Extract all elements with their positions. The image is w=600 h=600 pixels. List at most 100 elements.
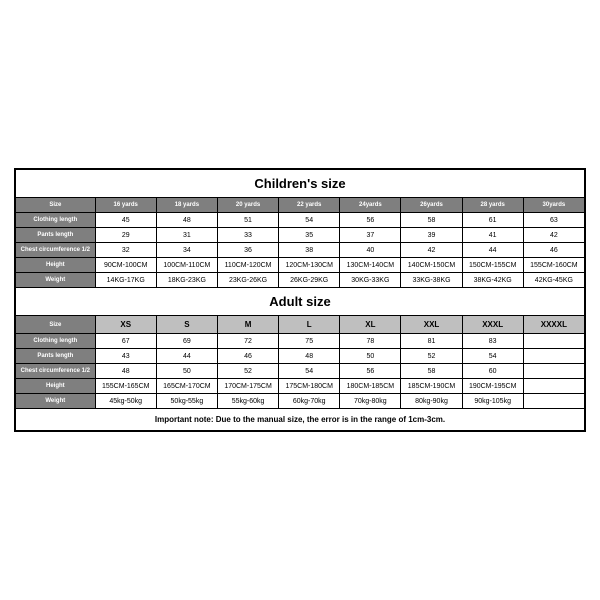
children-header-4: 22 yards — [279, 198, 340, 213]
cell: 30KG-33KG — [340, 273, 401, 288]
row-label: Clothing length — [16, 213, 96, 228]
cell: 140CM-150CM — [401, 258, 462, 273]
row-label: Clothing length — [16, 334, 96, 349]
cell: 78 — [340, 334, 401, 349]
cell: 43 — [95, 349, 156, 364]
cell: 50kg-55kg — [156, 394, 217, 409]
cell: 60kg-70kg — [279, 394, 340, 409]
cell: 41 — [462, 228, 523, 243]
cell: 54 — [279, 213, 340, 228]
cell: 48 — [279, 349, 340, 364]
cell: 72 — [217, 334, 278, 349]
cell: 63 — [523, 213, 584, 228]
cell — [523, 394, 584, 409]
children-header-3: 20 yards — [217, 198, 278, 213]
cell: 38 — [279, 243, 340, 258]
adult-header-6: XXL — [401, 316, 462, 334]
children-header-5: 24yards — [340, 198, 401, 213]
cell: 75 — [279, 334, 340, 349]
children-header-row: Size 16 yards 18 yards 20 yards 22 yards… — [16, 198, 585, 213]
cell: 81 — [401, 334, 462, 349]
cell: 69 — [156, 334, 217, 349]
row-label: Pants length — [16, 349, 96, 364]
note-text: Important note: Due to the manual size, … — [16, 409, 585, 431]
adult-header-1: XS — [95, 316, 156, 334]
cell: 58 — [401, 364, 462, 379]
cell: 180CM-185CM — [340, 379, 401, 394]
cell: 165CM-170CM — [156, 379, 217, 394]
children-header-6: 26yards — [401, 198, 462, 213]
cell: 50 — [340, 349, 401, 364]
cell: 46 — [217, 349, 278, 364]
cell: 44 — [156, 349, 217, 364]
cell: 35 — [279, 228, 340, 243]
cell: 100CM-110CM — [156, 258, 217, 273]
cell: 50 — [156, 364, 217, 379]
table-row: Pants length 29 31 33 35 37 39 41 42 — [16, 228, 585, 243]
table-row: Height 155CM-165CM 165CM-170CM 170CM-175… — [16, 379, 585, 394]
cell: 170CM-175CM — [217, 379, 278, 394]
cell: 39 — [401, 228, 462, 243]
cell: 48 — [95, 364, 156, 379]
table-row: Weight 45kg-50kg 50kg-55kg 55kg-60kg 60k… — [16, 394, 585, 409]
adult-header-2: S — [156, 316, 217, 334]
row-label: Chest circumference 1/2 — [16, 364, 96, 379]
adult-header-8: XXXXL — [523, 316, 584, 334]
cell: 38KG-42KG — [462, 273, 523, 288]
children-title-row: Children's size — [16, 170, 585, 198]
cell: 33KG-38KG — [401, 273, 462, 288]
cell: 175CM-180CM — [279, 379, 340, 394]
cell: 120CM-130CM — [279, 258, 340, 273]
cell: 32 — [95, 243, 156, 258]
children-header-0: Size — [16, 198, 96, 213]
adult-header-4: L — [279, 316, 340, 334]
children-header-1: 16 yards — [95, 198, 156, 213]
cell: 44 — [462, 243, 523, 258]
row-label: Height — [16, 258, 96, 273]
adult-header-0: Size — [16, 316, 96, 334]
cell: 67 — [95, 334, 156, 349]
cell: 52 — [401, 349, 462, 364]
cell: 54 — [462, 349, 523, 364]
size-chart: Children's size Size 16 yards 18 yards 2… — [14, 168, 586, 432]
cell: 31 — [156, 228, 217, 243]
cell: 51 — [217, 213, 278, 228]
table-row: Pants length 43 44 46 48 50 52 54 — [16, 349, 585, 364]
cell: 23KG-26KG — [217, 273, 278, 288]
row-label: Weight — [16, 273, 96, 288]
cell: 48 — [156, 213, 217, 228]
adult-title: Adult size — [16, 288, 585, 316]
table-row: Clothing length 45 48 51 54 56 58 61 63 — [16, 213, 585, 228]
row-label: Weight — [16, 394, 96, 409]
cell: 56 — [340, 364, 401, 379]
cell: 55kg-60kg — [217, 394, 278, 409]
cell: 36 — [217, 243, 278, 258]
cell: 80kg-90kg — [401, 394, 462, 409]
cell: 83 — [462, 334, 523, 349]
cell: 34 — [156, 243, 217, 258]
cell: 56 — [340, 213, 401, 228]
cell: 110CM-120CM — [217, 258, 278, 273]
cell: 58 — [401, 213, 462, 228]
table-row: Weight 14KG-17KG 18KG-23KG 23KG-26KG 26K… — [16, 273, 585, 288]
cell: 45 — [95, 213, 156, 228]
table-row: Clothing length 67 69 72 75 78 81 83 — [16, 334, 585, 349]
children-title: Children's size — [16, 170, 585, 198]
cell: 18KG-23KG — [156, 273, 217, 288]
adult-title-row: Adult size — [16, 288, 585, 316]
cell: 54 — [279, 364, 340, 379]
cell: 185CM-190CM — [401, 379, 462, 394]
cell: 52 — [217, 364, 278, 379]
cell: 37 — [340, 228, 401, 243]
cell: 42KG-45KG — [523, 273, 584, 288]
note-row: Important note: Due to the manual size, … — [16, 409, 585, 431]
cell: 42 — [401, 243, 462, 258]
table-row: Height 90CM-100CM 100CM-110CM 110CM-120C… — [16, 258, 585, 273]
row-label: Chest circumference 1/2 — [16, 243, 96, 258]
cell: 70kg-80kg — [340, 394, 401, 409]
adult-header-7: XXXL — [462, 316, 523, 334]
table-row: Chest circumference 1/2 48 50 52 54 56 5… — [16, 364, 585, 379]
cell: 150CM-155CM — [462, 258, 523, 273]
cell: 40 — [340, 243, 401, 258]
size-table: Children's size Size 16 yards 18 yards 2… — [15, 169, 585, 431]
